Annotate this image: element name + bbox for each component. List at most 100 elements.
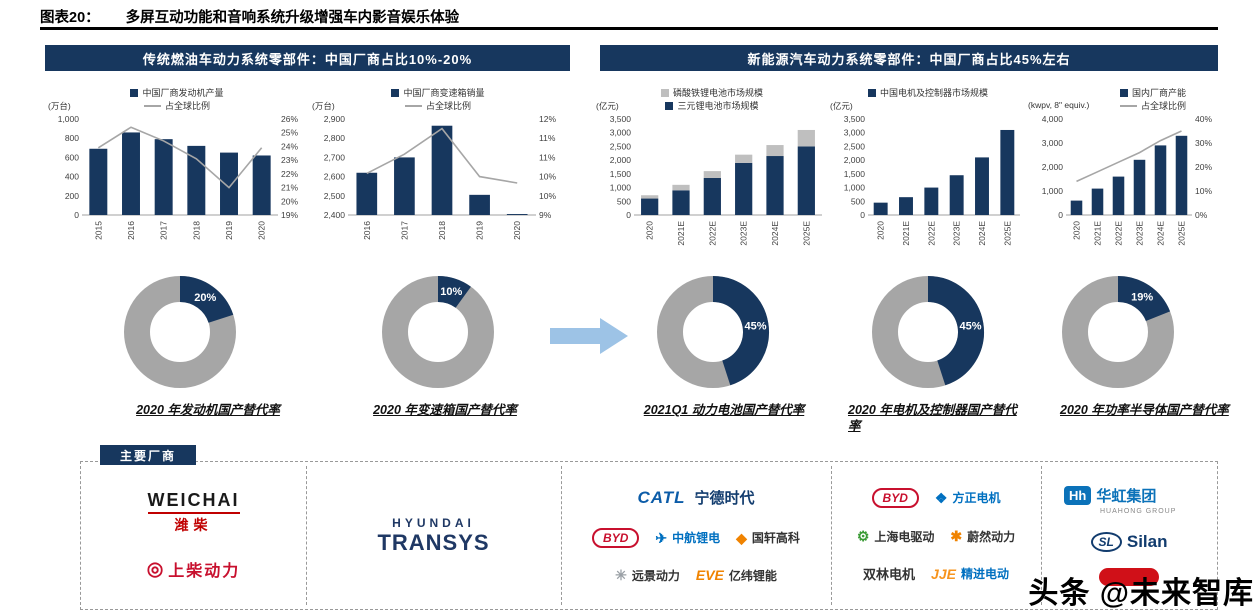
- legend-item: 中国厂商变速箱销量: [391, 87, 485, 99]
- svg-text:2,500: 2,500: [324, 191, 346, 201]
- svg-text:3,000: 3,000: [844, 128, 866, 138]
- svg-text:2022E: 2022E: [707, 221, 717, 246]
- svg-text:2017: 2017: [399, 221, 409, 240]
- logo-text: 方正电机: [952, 491, 1001, 506]
- plane-icon: ✈: [655, 529, 668, 546]
- legend-item: 中国电机及控制器市场规模: [867, 87, 988, 99]
- svg-text:0: 0: [1058, 210, 1063, 220]
- chart-legend: 国内厂商产能占全球比例: [1028, 85, 1220, 112]
- axis-unit-label: (亿元): [596, 101, 619, 111]
- svg-text:600: 600: [65, 152, 79, 162]
- svg-text:20%: 20%: [1195, 162, 1212, 172]
- swirl-icon: ❖: [934, 489, 948, 506]
- vendor-row: ✳ 远景动力 EVE 亿纬锂能: [615, 567, 777, 584]
- svg-text:800: 800: [65, 133, 79, 143]
- arrow-body: [550, 328, 600, 344]
- svg-text:25%: 25%: [281, 128, 298, 138]
- legend-item: 占全球比例: [404, 100, 471, 112]
- svg-text:0: 0: [74, 210, 79, 220]
- vendor-divider: [306, 466, 307, 605]
- chart-header: (万台) 中国厂商发动机产量 占全球比例: [48, 85, 306, 113]
- svg-text:1,000: 1,000: [58, 114, 80, 124]
- red-roundel-icon: ◎: [146, 558, 164, 580]
- svg-text:2022E: 2022E: [1114, 221, 1124, 246]
- chart-header: (kwpv, 8" equiv.) 国内厂商产能 占全球比例: [1028, 85, 1220, 113]
- legend-label: 国内厂商产能: [1131, 88, 1186, 98]
- logo-text: 远景动力: [631, 568, 680, 583]
- svg-text:2,500: 2,500: [844, 141, 866, 151]
- axis-unit-label: (亿元): [830, 101, 853, 111]
- svg-text:2015: 2015: [93, 221, 103, 240]
- chart-battery-market: (亿元) 磷酸铁锂电池市场规模 三元锂电池市场规模 0 500 1,000 1,500 2…: [596, 85, 828, 260]
- logo-text: 亿纬锂能: [728, 568, 777, 583]
- calb-logo: ✈ 中航锂电: [655, 529, 720, 546]
- svg-text:23%: 23%: [281, 155, 298, 165]
- legend-square-swatch: [665, 102, 674, 110]
- logo-text: 上柴动力: [168, 563, 241, 580]
- legend-line-swatch: [404, 105, 422, 107]
- envision-logo: ✳ 远景动力: [615, 567, 680, 584]
- vendor-row: ◎ 上柴动力: [147, 557, 241, 581]
- legend-item: 占全球比例: [143, 100, 210, 112]
- nev-banner: 新能源汽车动力系统零部件：中国厂商占比45%左右: [600, 45, 1218, 71]
- legend-label: 三元锂电池市场规模: [677, 101, 759, 111]
- flame-icon: ✱: [950, 528, 963, 544]
- svg-text:9%: 9%: [539, 210, 552, 220]
- chart-legend: 中国电机及控制器市场规模: [830, 85, 1026, 99]
- chart-engine-output: (万台) 中国厂商发动机产量 占全球比例 0 200 400 600 800 1,000 19…: [48, 85, 306, 260]
- svg-text:2020: 2020: [645, 221, 655, 240]
- chart-motor-controller-market: (亿元) 中国电机及控制器市场规模 0 500 1,000 1,500 2,000 2,5…: [830, 85, 1026, 260]
- legend-line-swatch: [143, 105, 161, 107]
- svg-text:3,000: 3,000: [610, 128, 632, 138]
- svg-text:2,900: 2,900: [324, 114, 346, 124]
- svg-text:2023E: 2023E: [952, 221, 962, 246]
- legend-item: 磷酸铁锂电池市场规模: [660, 87, 763, 99]
- vendor-row: WEICHAI 潍柴: [147, 490, 240, 535]
- svg-text:3,000: 3,000: [1042, 138, 1064, 148]
- svg-text:11%: 11%: [539, 152, 556, 162]
- vendor-row: HYUNDAI TRANSYS: [377, 516, 489, 556]
- svg-text:19%: 19%: [281, 210, 298, 220]
- svg-text:10%: 10%: [440, 286, 462, 298]
- vendor-box: WEICHAI 潍柴 ◎ 上柴动力 HYUNDAI TRANSYS CATL 宁德时代 BY…: [80, 461, 1218, 610]
- svg-text:2019: 2019: [224, 221, 234, 240]
- transition-arrow-icon: [550, 318, 630, 354]
- svg-text:2,000: 2,000: [610, 155, 632, 165]
- figure-title: 图表20： 多屏互动功能和音响系统升级增强车内影音娱乐体验: [40, 6, 459, 27]
- donut-power-semiconductor-localization: 19%: [1062, 276, 1174, 388]
- donut-caption-engine: 2020 年发动机国产替代率: [136, 403, 280, 417]
- svg-text:0%: 0%: [1195, 210, 1208, 220]
- svg-text:2021E: 2021E: [1093, 221, 1103, 246]
- shuanglin-logo: 双林电机: [863, 564, 915, 583]
- eve-logo: EVE 亿纬锂能: [696, 567, 777, 584]
- byd-logo: BYD: [592, 527, 640, 548]
- hyundai-transys-logo: HYUNDAI TRANSYS: [377, 516, 489, 556]
- svg-text:2016: 2016: [362, 221, 372, 240]
- legend-label: 中国厂商发动机产量: [142, 88, 224, 98]
- svg-text:2023E: 2023E: [1135, 221, 1145, 246]
- logo-text: WEICHAI: [147, 490, 240, 514]
- svg-text:2021E: 2021E: [901, 221, 911, 246]
- vendor-divider: [1041, 466, 1042, 605]
- svg-text:2,400: 2,400: [324, 210, 346, 220]
- legend-item: 占全球比例: [1119, 100, 1186, 112]
- svg-text:2025E: 2025E: [801, 221, 811, 246]
- logo-text: 上海电驱动: [874, 529, 935, 544]
- svg-text:45%: 45%: [744, 320, 766, 332]
- gotion-logo: ◆ 国轩高科: [736, 529, 800, 546]
- logo-text: HYUNDAI: [392, 515, 475, 530]
- svg-text:2017: 2017: [159, 221, 169, 240]
- logo-text: 华虹集团: [1096, 487, 1157, 505]
- figure-number: 图表20：: [40, 10, 100, 26]
- vendor-col-battery: CATL 宁德时代 BYD ✈ 中航锂电 ◆ 国轩高科 ✳ 远景动力 EVE 亿纬锂能: [561, 462, 831, 609]
- svg-text:11%: 11%: [539, 133, 556, 143]
- svg-text:400: 400: [65, 172, 79, 182]
- svg-text:1,000: 1,000: [844, 183, 866, 193]
- fuel-vehicle-banner: 传统燃油车动力系统零部件：中国厂商占比10%-20%: [45, 45, 570, 71]
- legend-square-swatch: [867, 89, 876, 97]
- chart-transmission-sales: (万台) 中国厂商变速箱销量 占全球比例 2,400 2,500 2,600 2,700…: [312, 85, 564, 260]
- donut-caption-motor-controller: 2020 年电机及控制器国产替代率: [848, 403, 1017, 433]
- chart-power-semiconductor-capacity: (kwpv, 8" equiv.) 国内厂商产能 占全球比例 0 1,000 2,00…: [1028, 85, 1220, 260]
- vendor-row: CATL 宁德时代: [637, 487, 754, 508]
- logo-text: 精进电动: [960, 567, 1009, 582]
